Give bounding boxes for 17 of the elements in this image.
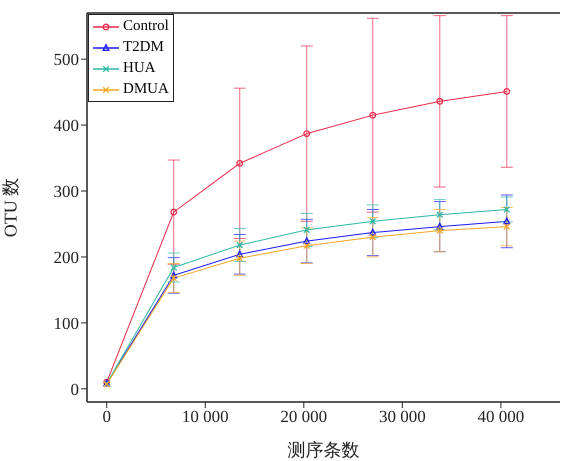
y-tick-label: 0 — [70, 380, 79, 399]
x-axis-title: 测序条数 — [288, 440, 360, 460]
x-tick-label: 40 000 — [478, 407, 524, 426]
legend-label: HUA — [123, 59, 156, 78]
legend-label: DMUA — [123, 80, 169, 99]
x-tick-label: 0 — [102, 407, 111, 426]
legend-label: Control — [123, 17, 169, 36]
x-tick-label: 20 000 — [280, 407, 328, 426]
legend-label: T2DM — [123, 38, 164, 57]
y-axis-title: OTU 数 — [0, 178, 20, 238]
y-tick-label: 300 — [54, 182, 79, 202]
x-tick-label: 30 000 — [378, 407, 426, 426]
y-tick-label: 400 — [54, 116, 79, 136]
y-tick-label: 200 — [54, 248, 79, 267]
x-tick-label: 10 000 — [182, 407, 229, 426]
y-tick-label: 100 — [54, 314, 79, 333]
y-tick-label: 500 — [54, 50, 79, 70]
